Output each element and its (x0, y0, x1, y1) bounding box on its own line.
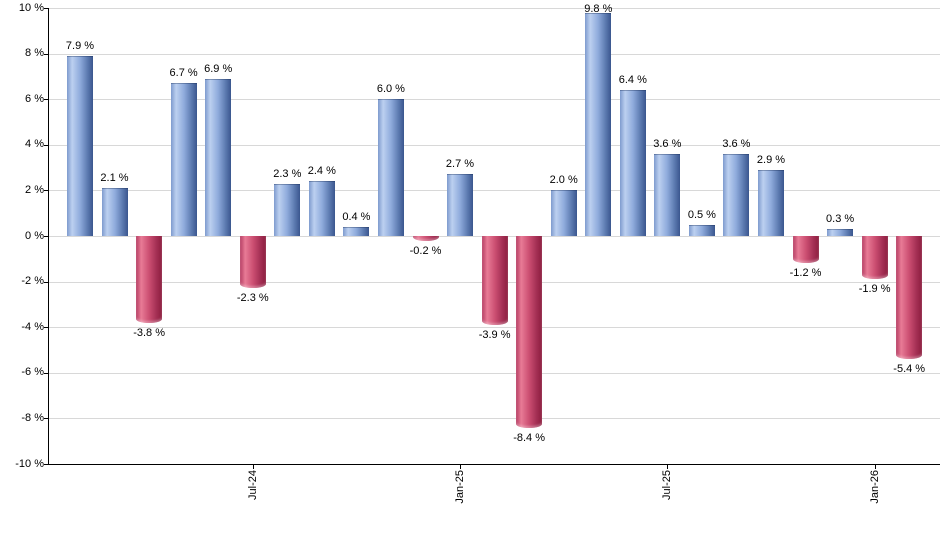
bar-value-label: 6.9 % (204, 62, 233, 75)
x-tick (252, 464, 254, 469)
bar-negative[interactable] (896, 236, 923, 360)
y-tick-label: 10 % (18, 1, 44, 14)
bar-positive[interactable] (550, 190, 577, 236)
bar-value-label: 3.6 % (722, 137, 751, 150)
bar-value-label: -0.2 % (409, 244, 442, 257)
bar-positive[interactable] (67, 55, 93, 236)
bar-negative[interactable] (481, 236, 508, 325)
bar-value-label: -2.3 % (236, 292, 269, 305)
bar-value-label: 0.3 % (826, 213, 855, 226)
y-tick-label: -8 % (21, 411, 44, 424)
x-tick-label: Jul-25 (661, 470, 674, 500)
bar-positive[interactable] (308, 181, 335, 236)
y-tick-label: -6 % (21, 366, 44, 379)
bar-positive[interactable] (170, 83, 197, 236)
gridline (48, 327, 940, 329)
y-tick-label: -4 % (21, 320, 44, 333)
x-axis-line (48, 464, 940, 465)
bar-positive[interactable] (274, 183, 301, 236)
bar-positive[interactable] (205, 78, 232, 236)
bar-value-label: -1.9 % (858, 283, 891, 296)
y-tick-label: 2 % (25, 183, 44, 196)
bar-negative[interactable] (861, 236, 888, 280)
gridline (48, 53, 940, 55)
bar-value-label: 0.4 % (342, 210, 371, 223)
x-tick (667, 464, 669, 469)
y-tick (44, 418, 48, 420)
y-tick (44, 236, 48, 237)
y-tick (44, 464, 48, 465)
bar-value-label: -1.2 % (789, 267, 822, 280)
bar-negative[interactable] (516, 236, 543, 428)
bar-value-label: 6.7 % (169, 67, 198, 80)
bar-value-label: 3.6 % (653, 137, 682, 150)
bar-value-label: 2.0 % (549, 174, 578, 187)
bar-value-label: -3.9 % (478, 328, 511, 341)
bar-positive[interactable] (447, 174, 473, 236)
bar-negative[interactable] (239, 236, 266, 289)
y-tick (44, 53, 48, 55)
gridline (48, 372, 940, 374)
y-tick (44, 372, 48, 374)
bar-value-label: 2.9 % (756, 153, 786, 166)
gridline (48, 99, 940, 101)
gridline (48, 190, 940, 192)
x-tick (460, 464, 461, 469)
bar-positive[interactable] (585, 12, 612, 236)
bar-value-label: 2.7 % (445, 158, 475, 171)
bar-value-label: -5.4 % (893, 363, 926, 376)
y-tick (44, 8, 48, 9)
y-tick-label: 6 % (25, 92, 44, 105)
y-tick (44, 281, 48, 283)
y-tick-label: -10 % (15, 457, 44, 470)
gridline (48, 8, 940, 9)
bar-positive[interactable] (758, 169, 784, 236)
y-axis-line (48, 8, 49, 464)
bar-positive[interactable] (101, 188, 128, 236)
y-tick (44, 327, 48, 329)
y-tick-label: 0 % (25, 229, 44, 242)
bar-value-label: 7.9 % (65, 39, 95, 52)
bar-value-label: 2.3 % (273, 167, 302, 180)
y-tick-label: -2 % (21, 275, 44, 288)
y-tick (44, 190, 48, 192)
bar-value-label: 6.4 % (618, 74, 647, 87)
bar-positive[interactable] (343, 226, 370, 236)
bar-negative[interactable] (136, 236, 163, 323)
bar-value-label: 9.8 % (584, 3, 613, 15)
bar-positive[interactable] (377, 99, 404, 236)
bar-value-label: -8.4 % (513, 431, 545, 444)
y-tick (44, 99, 48, 101)
bar-value-label: 2.4 % (307, 165, 336, 178)
bar-positive[interactable] (688, 224, 715, 236)
bar-value-label: -3.8 % (133, 326, 165, 339)
x-tick-label: Jan-26 (868, 470, 881, 504)
bar-positive[interactable] (827, 229, 854, 236)
bar-value-label: 0.5 % (687, 208, 716, 221)
y-tick-label: 8 % (25, 47, 44, 60)
bar-positive[interactable] (619, 90, 646, 236)
bar-value-label: 2.1 % (100, 172, 129, 185)
x-tick (874, 464, 876, 469)
bar-negative[interactable] (412, 236, 439, 241)
y-tick-label: 4 % (25, 138, 44, 151)
x-tick-label: Jan-25 (454, 470, 466, 504)
gridline (48, 144, 940, 146)
gridline (48, 418, 940, 420)
bar-positive[interactable] (654, 153, 681, 236)
bar-negative[interactable] (792, 236, 819, 264)
bar-positive[interactable] (723, 153, 750, 236)
bar-value-label: 6.0 % (376, 83, 405, 96)
y-tick (44, 144, 48, 146)
x-tick-label: Jul-24 (246, 470, 259, 500)
